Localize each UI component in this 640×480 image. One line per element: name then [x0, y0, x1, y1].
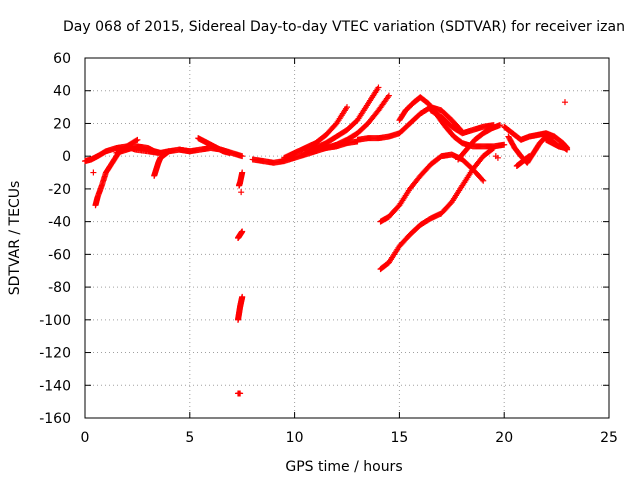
- y-tick-label: 40: [53, 84, 71, 100]
- x-tick-label: 0: [81, 430, 90, 446]
- chart-title: Day 068 of 2015, Sidereal Day-to-day VTE…: [63, 19, 625, 35]
- data-point: [501, 141, 508, 148]
- plot-frame: [84, 57, 610, 419]
- data-point: [375, 84, 382, 91]
- series-arc-y: [543, 136, 571, 153]
- data-point: [564, 146, 571, 153]
- data-point: [497, 122, 504, 129]
- grid-lines: [85, 58, 609, 418]
- data-points: [82, 84, 571, 397]
- series-arc-m: [281, 104, 350, 161]
- y-tick-label: -120: [39, 346, 71, 362]
- data-point: [239, 153, 246, 160]
- series-arc-d: [151, 148, 172, 179]
- series-arc-h: [235, 228, 246, 241]
- y-tick-label: -20: [48, 182, 71, 198]
- data-point: [239, 169, 246, 176]
- series-arc-t: [427, 107, 497, 137]
- data-point: [479, 176, 486, 183]
- y-tick-label: -160: [39, 411, 71, 427]
- y-tick-label: -80: [48, 280, 71, 296]
- series-arc-n: [302, 84, 382, 156]
- data-point: [239, 293, 246, 300]
- series-arc-i: [236, 169, 246, 189]
- y-tick-label: -60: [48, 247, 71, 263]
- data-point: [344, 104, 350, 111]
- series-arc-u: [455, 122, 504, 163]
- series-arc-j: [238, 189, 245, 196]
- series-arc-x: [513, 153, 533, 169]
- data-point: [165, 148, 172, 155]
- series-arc-k: [235, 390, 244, 397]
- y-tick-label: 20: [53, 116, 71, 132]
- data-point: [561, 99, 568, 106]
- data-point: [239, 228, 246, 235]
- y-tick-label: -40: [48, 215, 71, 231]
- x-tick-label: 15: [390, 430, 408, 446]
- data-point: [385, 92, 392, 99]
- data-point: [238, 189, 245, 196]
- y-axis-label: SDTVAR / TECUs: [7, 181, 23, 296]
- y-tick-labels: -160 -140 -120 -100 -80 -60 -40 -20 0 20 40 60: [39, 51, 71, 427]
- series-arc-f: [195, 135, 233, 156]
- series-arc-o: [323, 92, 392, 151]
- x-tick-label: 25: [600, 430, 618, 446]
- y-tick-label: 0: [62, 149, 71, 165]
- x-tick-label: 5: [185, 430, 194, 446]
- data-point: [237, 390, 244, 397]
- data-point: [526, 153, 533, 160]
- x-tick-label: 20: [495, 430, 513, 446]
- series-arc-r: [377, 145, 497, 273]
- data-point: [134, 136, 141, 143]
- x-tick-labels: 0 5 10 15 20 25: [81, 430, 618, 446]
- data-point: [133, 137, 140, 144]
- series-arc-g: [235, 293, 246, 323]
- y-tick-label: -100: [39, 313, 71, 329]
- y-tick-label: -140: [39, 378, 71, 394]
- data-point: [90, 169, 97, 176]
- data-point: [480, 177, 487, 184]
- y-tick-label: 60: [53, 51, 71, 67]
- data-point: [494, 154, 501, 161]
- axis-ticks: [84, 57, 610, 419]
- x-tick-label: 10: [286, 430, 304, 446]
- data-point: [226, 149, 233, 156]
- x-axis-label: GPS time / hours: [285, 459, 402, 475]
- data-point: [260, 158, 267, 165]
- series-outliers: [90, 99, 568, 176]
- series-arc-q: [377, 151, 487, 225]
